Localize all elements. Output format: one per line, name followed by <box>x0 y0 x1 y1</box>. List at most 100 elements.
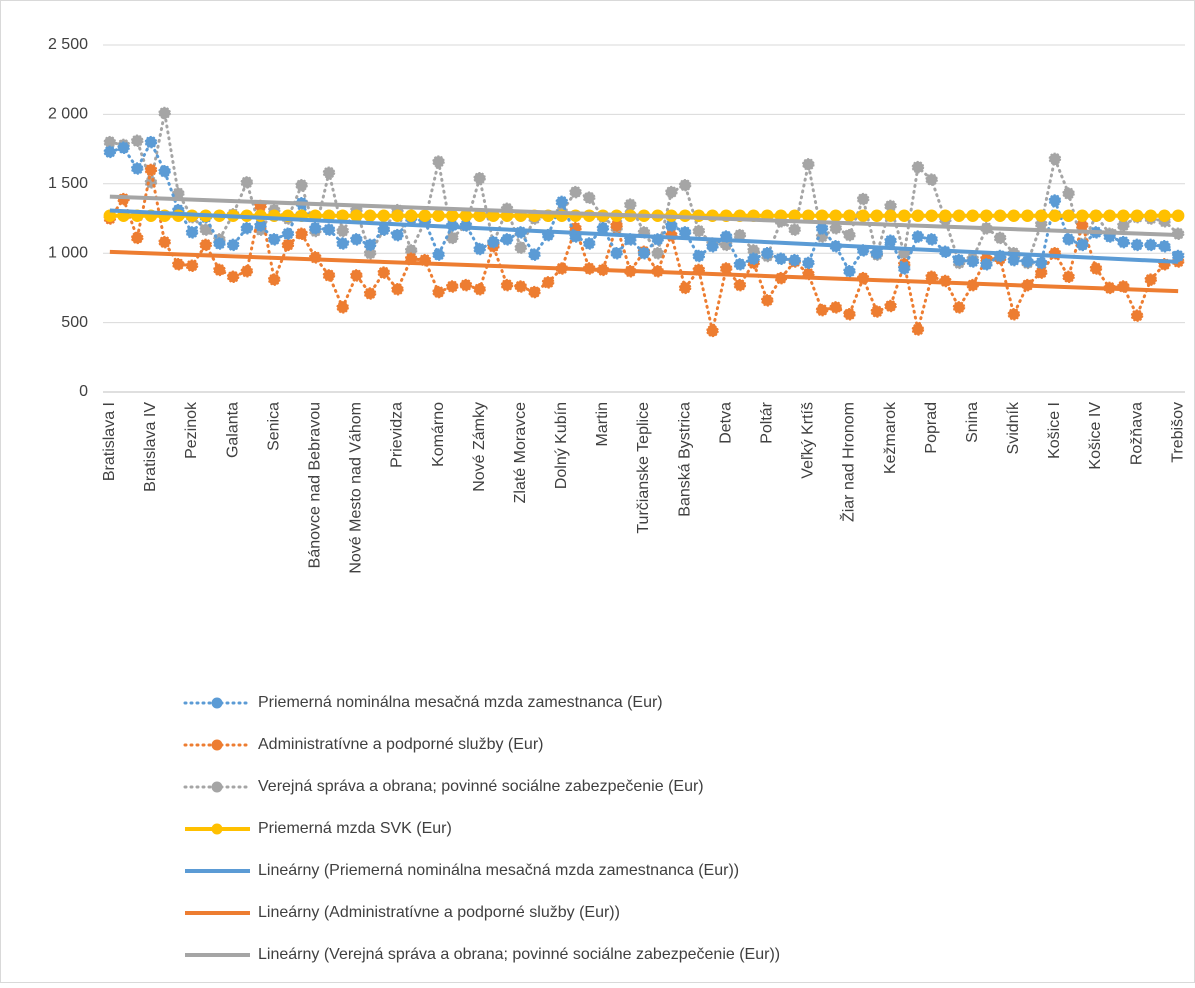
data-point <box>541 276 555 289</box>
data-point <box>1158 240 1171 253</box>
data-point <box>528 248 541 261</box>
data-point <box>843 209 856 222</box>
data-point <box>295 227 308 241</box>
x-tick-label: Nové Mesto nad Váhom <box>348 402 365 574</box>
data-point <box>815 209 829 222</box>
data-point <box>815 303 829 317</box>
data-point <box>706 240 719 253</box>
data-point <box>267 273 281 286</box>
data-point <box>309 221 322 235</box>
data-point <box>322 223 336 236</box>
legend-marker <box>211 781 223 793</box>
x-tick-label: Poltár <box>758 401 775 443</box>
data-point <box>1144 238 1158 252</box>
data-point <box>829 301 842 314</box>
data-point <box>130 231 144 245</box>
legend-label: Administratívne a podporné služby (Eur) <box>258 736 543 753</box>
x-tick-label: Turčianske Teplice <box>635 402 652 534</box>
data-point <box>692 249 706 263</box>
data-point <box>1062 209 1075 222</box>
data-point <box>1076 209 1089 222</box>
data-point <box>459 209 473 222</box>
data-point <box>1021 255 1034 268</box>
data-point <box>459 278 473 292</box>
x-tick-label: Veľký Krtíš <box>800 402 817 479</box>
data-point <box>952 209 966 222</box>
data-point <box>843 264 856 278</box>
trendline <box>109 194 1179 238</box>
data-point <box>391 283 404 296</box>
data-point <box>528 285 541 299</box>
data-point <box>733 278 747 292</box>
data-point <box>213 263 226 277</box>
data-point <box>295 178 308 192</box>
data-point <box>130 162 144 175</box>
data-point <box>500 278 514 292</box>
data-point <box>185 226 199 239</box>
legend-label: Verejná správa a obrana; povinné sociáln… <box>258 778 704 795</box>
data-point <box>336 237 349 250</box>
x-tick-label: Zlaté Moravce <box>512 402 529 503</box>
data-point <box>802 209 815 222</box>
data-point <box>911 230 925 243</box>
legend-marker <box>211 823 223 835</box>
x-tick-label: Galanta <box>224 402 241 458</box>
data-point <box>1117 235 1130 249</box>
data-point <box>692 224 706 238</box>
data-point <box>432 248 445 261</box>
data-point <box>446 231 459 245</box>
data-point <box>678 178 692 192</box>
data-point <box>1130 309 1144 322</box>
data-point <box>1021 209 1034 222</box>
data-point <box>336 224 349 238</box>
data-point <box>843 228 856 242</box>
x-tick-label: Svidník <box>1005 401 1022 454</box>
x-tick-label: Košice I <box>1046 402 1063 459</box>
data-point <box>350 233 363 246</box>
data-point <box>624 198 637 211</box>
data-point <box>1158 209 1171 222</box>
data-point <box>1048 209 1062 222</box>
x-tick-label: Detva <box>717 402 734 444</box>
data-point <box>582 191 596 204</box>
data-point <box>761 294 774 307</box>
x-tick-label: Komárno <box>430 402 447 467</box>
data-point <box>432 155 445 168</box>
data-point <box>377 209 391 222</box>
data-point <box>993 209 1007 222</box>
legend-marker <box>211 697 223 709</box>
legend-marker <box>211 739 223 751</box>
legend-label: Lineárny (Priemerná nominálna mesačná mz… <box>258 862 739 879</box>
data-point <box>870 209 884 222</box>
data-point <box>240 176 254 189</box>
data-point <box>911 209 925 222</box>
data-point <box>322 269 336 282</box>
data-point <box>1076 238 1089 252</box>
data-point <box>226 238 240 252</box>
data-point <box>678 281 692 295</box>
data-point <box>199 238 212 252</box>
y-tick-label: 500 <box>61 314 88 331</box>
data-point <box>582 237 596 250</box>
data-point <box>980 258 993 271</box>
data-point <box>925 209 938 222</box>
data-point <box>856 192 870 206</box>
data-point <box>172 258 185 271</box>
data-point <box>706 324 719 338</box>
data-point <box>240 264 254 278</box>
trendline <box>109 249 1179 294</box>
data-point <box>651 246 664 260</box>
data-point <box>267 233 281 246</box>
data-point <box>500 233 514 246</box>
data-point <box>322 166 336 179</box>
x-tick-label: Prievidza <box>389 402 406 468</box>
x-tick-label: Snina <box>964 402 981 443</box>
data-point <box>487 235 500 249</box>
data-point <box>569 185 582 199</box>
data-point <box>925 173 938 186</box>
x-tick-label: Dolný Kubín <box>553 402 570 489</box>
x-tick-label: Banská Bystrica <box>676 402 693 517</box>
data-point <box>281 238 295 252</box>
